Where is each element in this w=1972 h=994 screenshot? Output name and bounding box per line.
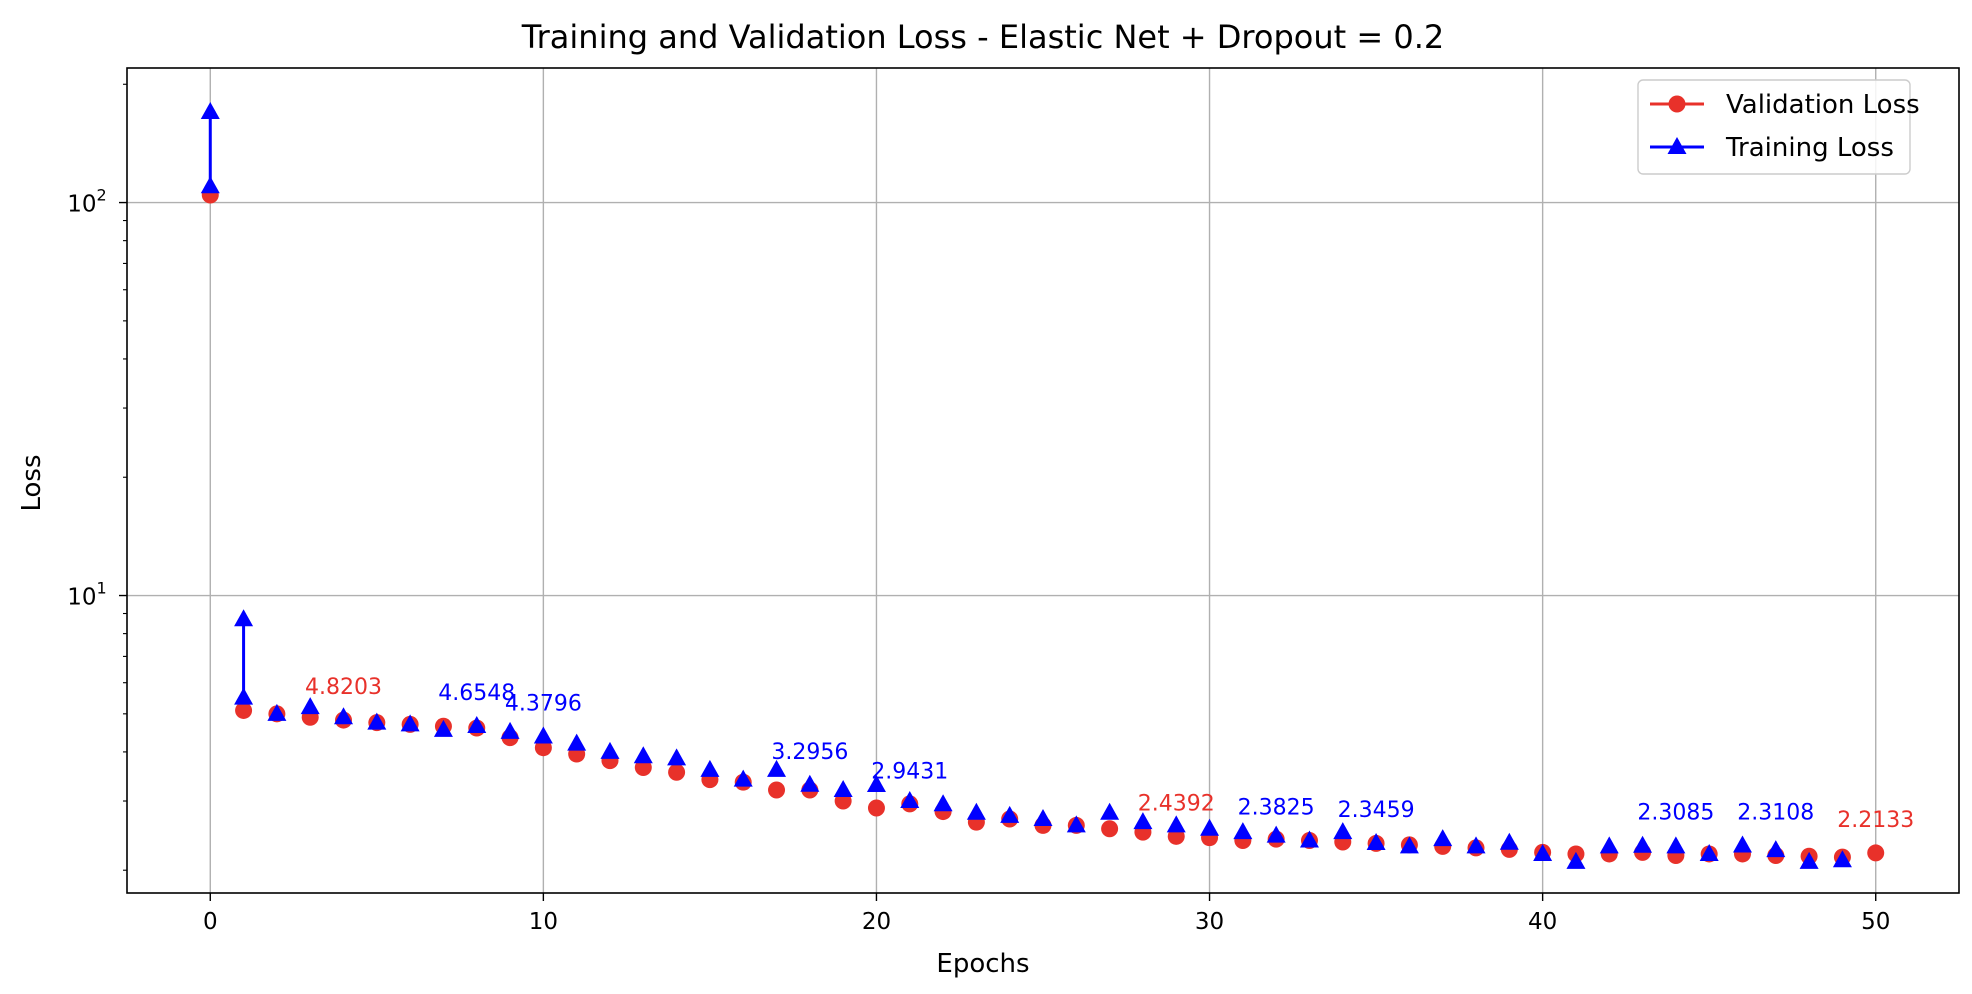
training-loss-point xyxy=(1499,832,1519,850)
training-loss-point xyxy=(1466,836,1486,854)
data-label: 3.2956 xyxy=(771,740,848,765)
x-tick-label: 0 xyxy=(203,909,218,935)
training-loss-point xyxy=(567,733,587,751)
y-axis-label: Loss xyxy=(17,454,47,511)
training-loss-point xyxy=(1832,850,1852,868)
training-loss-point xyxy=(200,176,220,194)
legend-marker xyxy=(1668,95,1686,113)
chart-title: Training and Validation Loss - Elastic N… xyxy=(521,18,1444,56)
validation-loss-point xyxy=(768,781,786,799)
training-loss-point xyxy=(1699,843,1719,861)
x-axis-label: Epochs xyxy=(936,949,1029,979)
training-loss-point xyxy=(1766,840,1786,858)
training-loss-point xyxy=(1599,836,1619,854)
x-tick-label: 50 xyxy=(1861,909,1890,935)
data-label: 2.4392 xyxy=(1138,791,1215,816)
data-label: 2.3108 xyxy=(1737,801,1814,826)
x-tick-label: 10 xyxy=(529,909,558,935)
training-loss-point xyxy=(1233,822,1253,840)
legend-box xyxy=(1637,79,1911,175)
training-loss-point xyxy=(1799,851,1819,869)
training-loss-point xyxy=(1299,830,1319,848)
training-loss-point xyxy=(533,726,553,744)
data-label: 4.3796 xyxy=(505,691,582,716)
y-tick-label: 101 xyxy=(67,579,106,611)
data-label: 4.8203 xyxy=(305,675,382,700)
training-loss-point xyxy=(400,714,420,732)
training-loss-point xyxy=(200,102,220,120)
training-loss-point xyxy=(1166,815,1186,833)
training-loss-point xyxy=(733,769,753,787)
validation-loss-point xyxy=(1101,820,1119,838)
data-label: 2.9431 xyxy=(871,759,948,784)
training-loss-point xyxy=(1133,812,1153,830)
training-loss-point xyxy=(1066,815,1086,833)
data-label: 4.6548 xyxy=(438,681,515,706)
training-loss-point xyxy=(866,774,886,792)
legend: Validation Loss Training Loss xyxy=(1637,79,1920,175)
plot-frame xyxy=(126,67,1960,894)
data-label: 2.3459 xyxy=(1338,798,1415,823)
training-loss-point xyxy=(1366,832,1386,850)
training-loss-point xyxy=(900,791,920,809)
x-tick-label: 40 xyxy=(1528,909,1557,935)
y-tick-label: 102 xyxy=(67,186,106,218)
training-loss-point xyxy=(1566,851,1586,869)
training-loss-point xyxy=(1666,836,1686,854)
legend-marker xyxy=(1667,137,1687,154)
training-loss-point xyxy=(300,697,320,715)
training-loss-point xyxy=(1266,825,1286,843)
training-loss-point xyxy=(1732,835,1752,853)
validation-loss-point xyxy=(668,763,686,781)
data-label: 2.2133 xyxy=(1837,808,1914,833)
training-loss-point xyxy=(500,721,520,739)
training-loss-point xyxy=(1333,822,1353,840)
grid xyxy=(127,68,1959,893)
training-loss-point xyxy=(633,746,653,764)
x-tick-label: 20 xyxy=(862,909,891,935)
training-loss-point xyxy=(1000,805,1020,823)
training-loss-point xyxy=(234,609,254,627)
training-loss-point xyxy=(933,794,953,812)
training-loss-point xyxy=(334,707,354,725)
training-loss-point xyxy=(467,716,487,734)
training-loss-point xyxy=(1533,843,1553,861)
training-loss-point xyxy=(800,774,820,792)
training-loss-point xyxy=(1399,836,1419,854)
training-loss-point xyxy=(1200,818,1220,836)
training-loss-point xyxy=(234,687,254,705)
x-tick-label: 30 xyxy=(1195,909,1224,935)
validation-loss-point xyxy=(867,799,885,817)
training-loss-point xyxy=(667,748,687,766)
training-loss-point xyxy=(966,802,986,820)
training-loss-point xyxy=(600,741,620,759)
validation-loss-point xyxy=(1867,844,1885,862)
validation-loss-point xyxy=(634,759,652,777)
legend-label: Validation Loss xyxy=(1726,90,1920,120)
training-loss-point xyxy=(267,703,287,721)
validation-loss-point xyxy=(235,701,253,719)
training-loss-point xyxy=(767,759,787,777)
training-loss-point xyxy=(1433,829,1453,847)
validation-loss-point xyxy=(534,739,552,757)
training-loss-point xyxy=(1100,802,1120,820)
training-loss-point xyxy=(1633,835,1653,853)
training-loss-point xyxy=(1033,808,1053,826)
series xyxy=(200,102,1885,869)
data-label: 2.3085 xyxy=(1637,801,1714,826)
legend-label: Training Loss xyxy=(1725,133,1894,163)
training-loss-point xyxy=(433,719,453,737)
training-loss-point xyxy=(700,759,720,777)
data-label: 2.3825 xyxy=(1238,795,1315,820)
training-loss-point xyxy=(833,779,853,797)
training-loss-point xyxy=(367,712,387,730)
